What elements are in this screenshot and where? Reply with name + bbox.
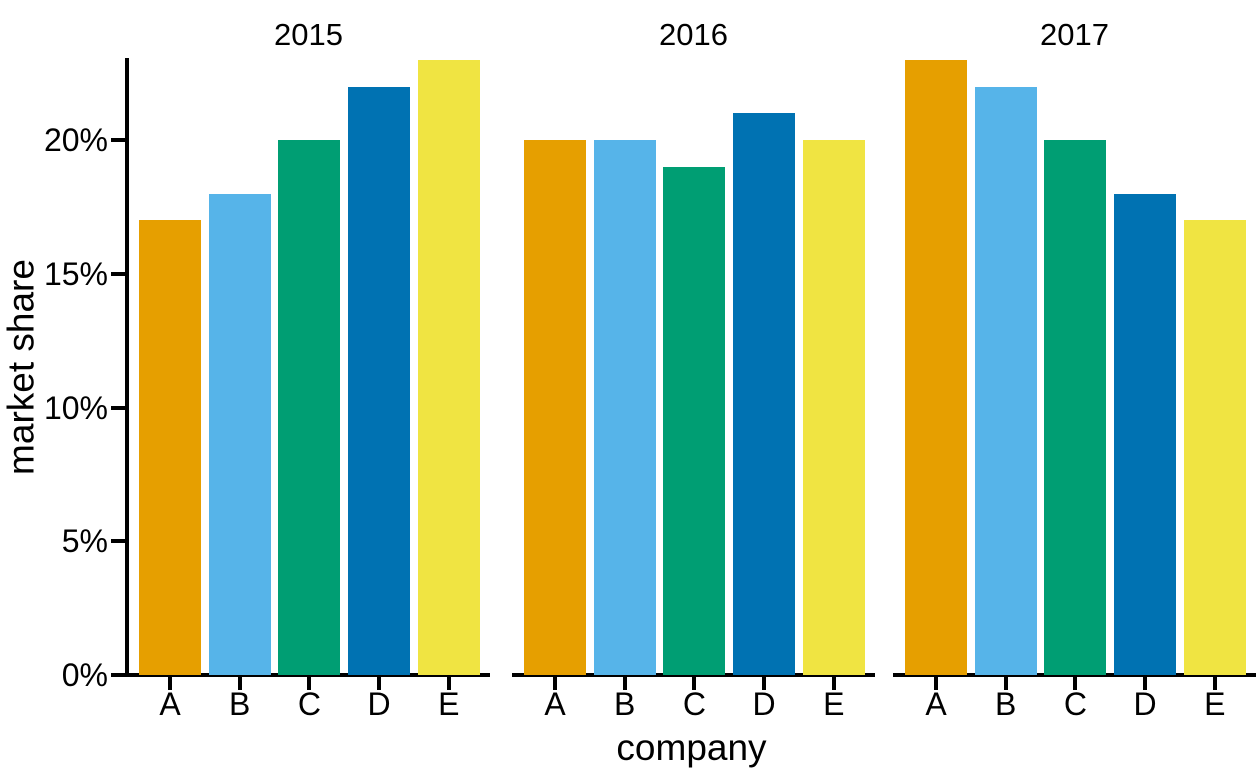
facet-title-2017: 2017 (1040, 17, 1109, 52)
bar-2017-a (905, 59, 967, 675)
x-tick (168, 677, 172, 690)
bar-2017-c (1044, 140, 1107, 675)
x-tick (1073, 677, 1078, 690)
x-tick-label: D (367, 686, 391, 722)
x-tick (762, 677, 767, 690)
y-tick-label: 10% (43, 389, 108, 426)
x-tick-label: A (544, 686, 566, 722)
x-tick-label: D (752, 686, 776, 722)
bar-2017-e (1183, 220, 1246, 675)
x-tick (831, 677, 836, 690)
bar-2016-a (524, 140, 586, 675)
bar-2015-d (348, 86, 411, 675)
x-tick (553, 677, 557, 690)
y-tick (111, 539, 125, 544)
y-tick (111, 405, 125, 410)
y-tick-label: 15% (43, 255, 108, 292)
bar-2016-c (663, 166, 726, 675)
x-axis-title: company (616, 727, 767, 768)
bar-2016-b (593, 140, 656, 675)
bar-2016-e (802, 140, 865, 675)
x-tick (377, 677, 382, 690)
y-tick (111, 138, 125, 142)
x-tick-label: C (682, 686, 706, 722)
x-tick-label: C (1063, 686, 1087, 722)
x-tick-label: A (159, 686, 181, 722)
y-tick (111, 673, 125, 677)
x-tick (1003, 677, 1008, 690)
facet-title-2016: 2016 (659, 17, 728, 52)
x-tick-label: E (1204, 686, 1226, 722)
x-tick-label: E (823, 686, 845, 722)
bar-2015-a (139, 220, 201, 675)
x-tick (446, 677, 451, 690)
y-tick-label: 0% (61, 657, 108, 693)
y-axis-line (125, 58, 129, 677)
x-tick (622, 677, 627, 690)
y-axis-title: market share (0, 259, 42, 475)
x-tick (1143, 677, 1148, 690)
x-axis-line (893, 673, 1256, 677)
x-tick-label: C (297, 686, 321, 722)
bar-2015-c (278, 140, 341, 675)
x-tick (307, 677, 312, 690)
bar-2017-d (1114, 193, 1177, 675)
x-tick-label: B (229, 686, 251, 722)
y-tick (111, 271, 125, 276)
x-tick (237, 677, 242, 690)
x-axis-line (127, 673, 490, 677)
x-tick-label: B (614, 686, 636, 722)
bar-2017-b (974, 86, 1037, 675)
bar-2015-e (417, 59, 480, 675)
facet-title-2015: 2015 (274, 17, 343, 52)
x-tick (692, 677, 697, 690)
x-tick-label: D (1133, 686, 1157, 722)
x-tick-label: E (438, 686, 460, 722)
x-tick (934, 677, 938, 690)
x-tick (1212, 677, 1217, 690)
y-tick-label: 5% (61, 523, 108, 560)
y-tick-label: 20% (43, 122, 108, 158)
bar-2015-b (208, 193, 271, 675)
x-axis-line (512, 673, 875, 677)
x-tick-label: B (995, 686, 1017, 722)
x-tick-label: A (925, 686, 947, 722)
bar-2016-d (733, 113, 796, 675)
